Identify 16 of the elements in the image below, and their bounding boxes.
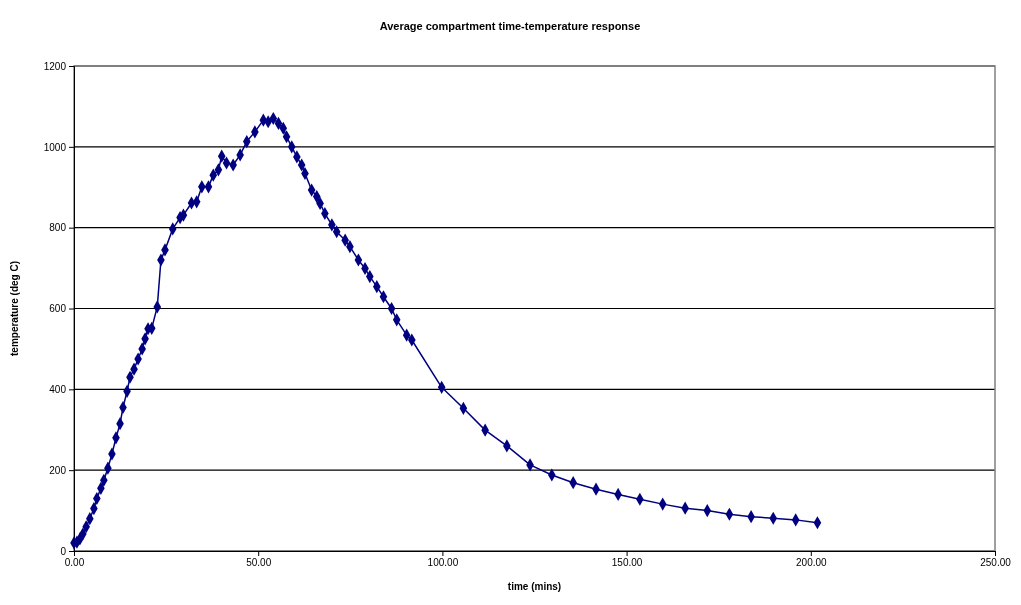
y-axis-title: temperature (deg C) xyxy=(9,260,20,357)
x-tick-label: 250.00 xyxy=(980,557,1012,569)
x-tick-label: 50.00 xyxy=(246,557,272,569)
y-tick-label: 0 xyxy=(60,545,67,557)
x-tick-label: 100.00 xyxy=(427,557,459,569)
y-tick-label: 200 xyxy=(49,464,67,476)
y-tick-label: 1200 xyxy=(43,60,67,72)
x-tick-label: 200.00 xyxy=(796,557,828,569)
x-tick-label: 0.00 xyxy=(64,557,85,569)
y-tick-label: 600 xyxy=(49,303,67,315)
chart-title: Average compartment time-temperature response xyxy=(379,20,641,32)
y-tick-label: 800 xyxy=(49,222,67,234)
y-tick-label: 1000 xyxy=(43,141,67,153)
x-tick-label: 150.00 xyxy=(611,557,643,569)
x-axis-title: time (mins) xyxy=(507,581,562,592)
y-tick-label: 400 xyxy=(49,384,67,396)
